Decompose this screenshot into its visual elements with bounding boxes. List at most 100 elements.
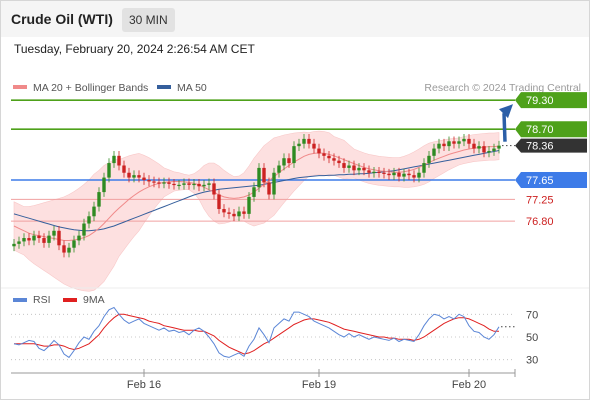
candle-body (362, 167, 366, 171)
candle-body (437, 143, 441, 149)
candle-body (62, 245, 66, 253)
candle-body (117, 155, 121, 166)
candle-body (132, 175, 136, 178)
candle-body (477, 146, 481, 149)
candle-body (457, 141, 461, 144)
candle-body (102, 177, 106, 193)
candle-body (487, 150, 491, 153)
candle-body (72, 240, 76, 248)
rsi-ma-legend-label: 9MA (83, 294, 105, 306)
rsi-line (13, 306, 500, 359)
candle-body (327, 155, 331, 159)
x-tick-label: Feb 20 (452, 379, 486, 391)
rsi-legend-swatch (13, 298, 27, 302)
candle-body (22, 238, 26, 242)
candle-body (147, 180, 151, 182)
level-label-pivot-2: 77.65 (526, 175, 554, 187)
level-tag-resistance-1 (515, 121, 587, 138)
candle-body (92, 206, 96, 217)
candle-body (482, 146, 486, 153)
candle-body (182, 183, 186, 185)
candle-body (447, 141, 451, 147)
candle-body (177, 184, 181, 187)
candle-body (472, 143, 476, 149)
candle-body (462, 138, 466, 142)
bollinger-band (13, 130, 500, 292)
candle-body (82, 223, 86, 236)
candle-body (77, 235, 81, 241)
candle-body (142, 177, 146, 180)
candle-body (187, 183, 191, 185)
candle-body (52, 230, 56, 236)
candle-body (107, 163, 111, 178)
legend-label-0: MA 20 + Bollinger Bands (33, 82, 148, 94)
candle-body (37, 235, 41, 239)
candle-body (277, 165, 281, 173)
candle-body (317, 148, 321, 154)
candle-body (332, 158, 336, 161)
candle-body (152, 181, 156, 183)
rsi-legend-label: RSI (33, 294, 51, 306)
candle-body (157, 182, 161, 184)
candle-body (467, 138, 471, 144)
candle-body (377, 171, 381, 173)
rsi-ma-legend-swatch (63, 298, 77, 302)
legend-swatch-1 (157, 85, 171, 89)
candle-body (247, 196, 251, 214)
candle-body (292, 146, 296, 164)
level-label-support-4: 76.80 (526, 216, 554, 228)
candle-body (262, 167, 266, 183)
candle-body (402, 173, 406, 177)
candle-body (112, 155, 116, 164)
candle-body (222, 209, 226, 213)
target-arrow-head (499, 104, 513, 119)
candle-body (17, 241, 21, 244)
rsi-ma-line (14, 313, 499, 355)
candle-body (287, 158, 291, 164)
rsi-tick-label: 70 (526, 309, 538, 321)
candle-body (337, 160, 341, 164)
candle-body (492, 148, 496, 151)
chart-header: Crude Oil (WTI) 30 MIN (1, 1, 589, 37)
candle-body (162, 182, 166, 184)
candle-body (372, 171, 376, 173)
candle-body (47, 235, 51, 243)
chart-datetime: Tuesday, February 20, 2024 2:26:54 AM CE… (14, 42, 255, 56)
candle-body (237, 211, 241, 217)
candle-body (387, 173, 391, 176)
ma20-line (13, 145, 500, 241)
candle-body (427, 155, 431, 164)
current-price-label: 78.36 (526, 141, 554, 153)
timeframe-button[interactable]: 30 MIN (122, 8, 175, 32)
candle-body (32, 235, 36, 241)
level-label-support-3: 77.25 (526, 194, 554, 206)
candle-body (232, 213, 236, 217)
candle-body (382, 172, 386, 174)
candle-body (42, 238, 46, 243)
credit-text: Research © 2024 Trading Central (424, 82, 581, 94)
candle-body (302, 138, 306, 144)
current-price-tag (515, 138, 587, 153)
candle-body (322, 153, 326, 156)
x-tick-label: Feb 19 (302, 379, 336, 391)
candle-body (347, 165, 351, 168)
candle-body (202, 184, 206, 187)
target-arrow-shaft (502, 113, 507, 142)
candle-body (497, 145, 501, 149)
candle-body (392, 172, 396, 176)
candle-body (27, 238, 31, 241)
level-tag-pivot-2 (515, 172, 587, 188)
candle-body (257, 167, 261, 188)
candle-body (87, 216, 91, 224)
candle-body (12, 243, 16, 247)
candle-body (397, 172, 401, 177)
candle-body (352, 165, 356, 171)
candle-body (422, 163, 426, 173)
candle-body (227, 212, 231, 214)
candle-body (367, 170, 371, 173)
candle-body (417, 172, 421, 178)
candle-body (217, 194, 221, 210)
candle-body (167, 182, 171, 184)
candle-body (127, 172, 131, 178)
